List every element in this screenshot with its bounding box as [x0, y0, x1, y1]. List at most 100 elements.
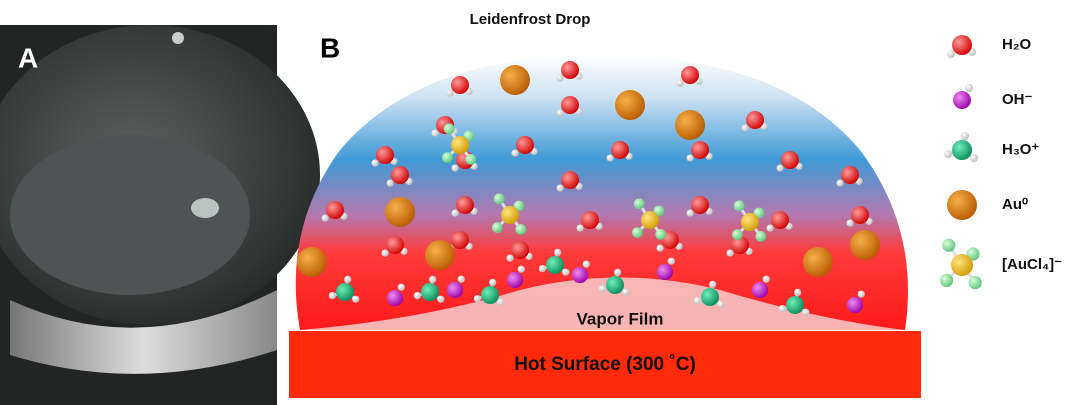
atom [562, 269, 569, 276]
atom [794, 289, 801, 296]
atom [494, 193, 505, 204]
legend-label: H₂O [1002, 36, 1031, 53]
atom [837, 180, 844, 187]
droplet [191, 198, 219, 218]
diagram: B Leidenfrost Drop Vapor Film Hot Surfac… [289, 11, 921, 398]
atom [742, 125, 749, 132]
atom [655, 229, 666, 240]
atom [746, 111, 764, 129]
atom [465, 154, 476, 165]
atom [583, 261, 590, 268]
atom [841, 166, 859, 184]
atom [456, 196, 474, 214]
atom [942, 239, 955, 252]
atom [511, 150, 518, 157]
atom [391, 166, 409, 184]
legend-label: Au⁰ [1002, 196, 1028, 213]
atom [969, 276, 982, 289]
vapor-film-label: Vapor Film [577, 309, 664, 328]
atom [657, 264, 673, 280]
atom [447, 282, 463, 298]
atom [561, 171, 579, 189]
atom [539, 265, 546, 272]
atom [614, 269, 621, 276]
atom [755, 231, 766, 242]
atom [947, 190, 977, 220]
atom [572, 267, 588, 283]
hot-surface-label: Hot Surface (300 ˚C) [514, 354, 696, 375]
atom [442, 152, 453, 163]
legend-label: OH⁻ [1002, 91, 1033, 108]
panel-label: A [18, 42, 38, 73]
atom [952, 140, 972, 160]
atom [691, 141, 709, 159]
atom [385, 197, 415, 227]
atom [752, 282, 768, 298]
atom [622, 289, 629, 296]
atom [847, 297, 863, 313]
atom [554, 249, 561, 256]
atom [701, 288, 719, 306]
atom [429, 276, 436, 283]
atom [511, 241, 529, 259]
atom [437, 296, 444, 303]
atom [732, 229, 743, 240]
atom [322, 215, 329, 222]
atom [492, 222, 503, 233]
atom [352, 296, 359, 303]
atom [847, 220, 854, 227]
atom [777, 165, 784, 172]
atom [786, 296, 804, 314]
atom [432, 130, 439, 137]
atom [681, 66, 699, 84]
atom [458, 276, 465, 283]
atom [425, 240, 455, 270]
legend-label: H₃O⁺ [1002, 141, 1039, 158]
atom [668, 258, 675, 265]
atom [386, 236, 404, 254]
atom [561, 96, 579, 114]
atom [500, 65, 530, 95]
atom [599, 285, 606, 292]
atom [507, 272, 523, 288]
atom [657, 245, 664, 252]
atom [953, 91, 971, 109]
atom [970, 154, 978, 162]
atom [546, 256, 564, 274]
atom [344, 276, 351, 283]
atom [557, 185, 564, 192]
atom [951, 254, 973, 276]
atom [727, 250, 734, 257]
atom [581, 211, 599, 229]
atom [421, 283, 439, 301]
atom [452, 165, 459, 172]
atom [561, 61, 579, 79]
atom [481, 286, 499, 304]
atom [641, 211, 659, 229]
atom [557, 110, 564, 117]
atom [372, 160, 379, 167]
atom [965, 84, 973, 92]
atom [771, 211, 789, 229]
atom [387, 290, 403, 306]
atom [767, 225, 774, 232]
atom [382, 250, 389, 257]
figure: A B Leidenfrost Drop Vapor Film Hot Surf… [0, 0, 1071, 405]
atom [577, 225, 584, 232]
atom [376, 146, 394, 164]
atom [802, 309, 809, 316]
atom [329, 292, 336, 299]
atom [717, 301, 724, 308]
atom [675, 110, 705, 140]
atom [497, 299, 504, 306]
atom [518, 266, 525, 273]
atom [803, 247, 833, 277]
atom [858, 291, 865, 298]
atom [734, 200, 745, 211]
atom [687, 210, 694, 217]
atom [850, 230, 880, 260]
atom [781, 151, 799, 169]
atom [451, 76, 469, 94]
atom [694, 297, 701, 304]
